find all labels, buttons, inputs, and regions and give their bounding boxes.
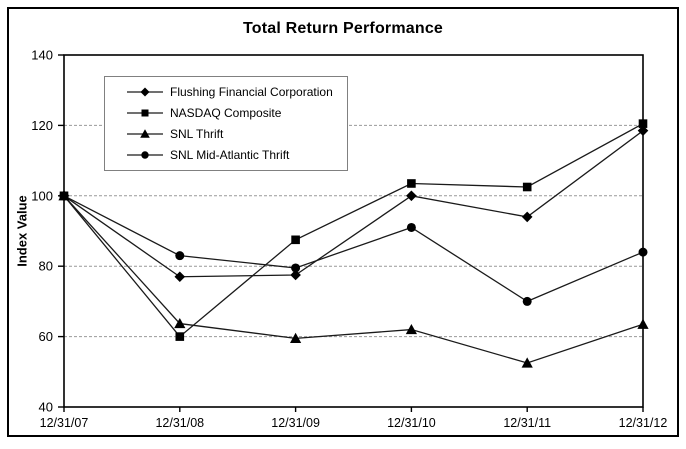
series-line-0 [63,130,644,278]
legend-item-nasdaq-composite: NASDAQ Composite [127,106,347,120]
chart-title: Total Return Performance [242,20,444,37]
triangle-marker-icon [127,129,163,138]
series-line-2 [63,195,644,364]
triangle-marker-icon [405,323,417,335]
circle-marker-icon [406,222,416,232]
x-tick-label-3: 12/31/10 [387,416,436,430]
diamond-marker-icon [521,211,533,223]
chart-legend: Flushing Financial Corporation NASDAQ Co… [104,76,348,171]
circle-marker-icon [291,263,301,273]
circle-marker-icon [522,296,532,306]
square-marker-icon [175,332,185,341]
y-tick-label-80: 80 [39,259,53,274]
legend-item-flushing-financial-corporation: Flushing Financial Corporation [127,85,347,99]
diamond-marker-icon [637,125,649,136]
diamond-marker-icon [290,269,301,281]
y-tick-label-60: 60 [39,329,53,344]
triangle-marker-icon [637,318,649,329]
series-line-3 [63,195,644,303]
legend-label: SNL Mid-Atlantic Thrift [170,148,290,163]
triangle-marker-icon [140,129,150,138]
square-marker-icon [407,179,416,188]
square-marker-icon [638,119,648,128]
diamond-marker-icon [174,271,186,283]
circle-marker-icon [175,251,185,261]
circle-marker-icon [59,191,69,201]
y-tick-label-140: 140 [31,48,53,63]
circle-marker-icon [141,151,149,160]
chart-border-frame [7,7,679,437]
diamond-marker-icon [140,87,150,97]
x-tick-label-0: 12/31/07 [40,416,89,430]
series-line-1 [63,123,644,338]
legend-item-snl-mid-atlantic-thrift: SNL Mid-Atlantic Thrift [127,148,347,162]
legend-label: NASDAQ Composite [170,105,282,120]
circle-marker-icon [127,151,163,160]
square-marker-icon [522,182,532,192]
legend-label: SNL Thrift [170,127,224,142]
square-marker-icon [127,109,163,117]
series-markers-2 [58,190,649,368]
series-markers-3 [59,191,648,306]
legend-label: Flushing Financial Corporation [170,84,333,99]
x-tick-label-4: 12/31/11 [503,416,551,430]
x-tick-label-1: 12/31/08 [155,416,204,430]
square-marker-icon [291,235,300,245]
diamond-marker-icon [127,87,163,97]
y-tick-label-120: 120 [31,118,53,133]
diamond-marker-icon [406,190,417,202]
plot-frame [63,54,644,408]
square-marker-icon [141,109,149,117]
x-tick-label-2: 12/31/09 [271,416,320,430]
circle-marker-icon [638,247,648,257]
legend-item-snl-thrift: SNL Thrift [127,127,347,141]
series-markers-0 [58,125,649,283]
x-tick-label-5: 12/31/12 [619,416,668,430]
triangle-marker-icon [290,332,302,343]
y-tick-label-100: 100 [31,188,53,203]
y-tick-label-40: 40 [39,400,53,415]
triangle-marker-icon [521,357,533,368]
triangle-marker-icon [174,317,186,329]
